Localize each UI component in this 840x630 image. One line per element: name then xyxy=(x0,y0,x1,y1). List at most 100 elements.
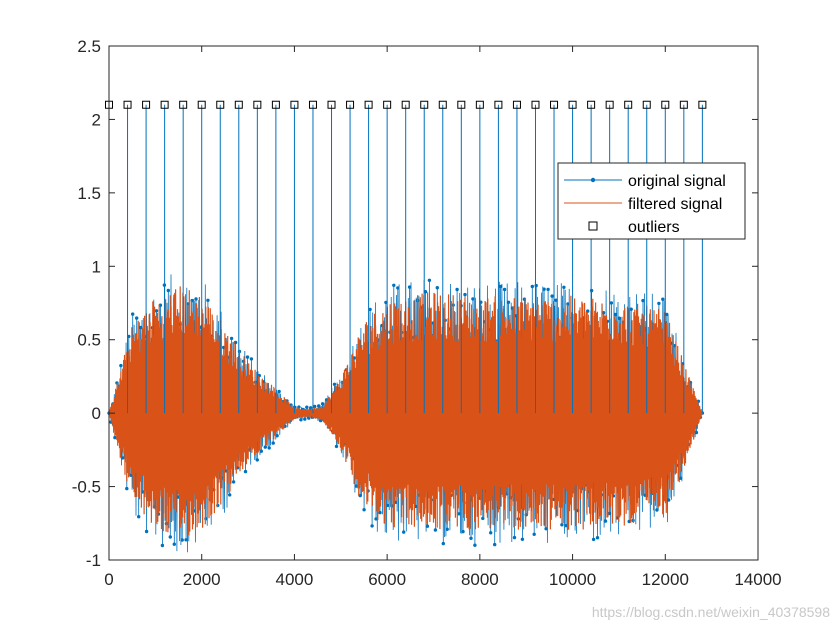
outlier-marker xyxy=(308,100,317,109)
original-signal-point xyxy=(542,287,546,291)
original-signal-point xyxy=(386,503,390,508)
x-tick-label: 8000 xyxy=(461,570,499,589)
original-signal-point xyxy=(457,512,461,516)
outlier-marker xyxy=(679,100,688,109)
legend-marker-outliers xyxy=(588,221,598,231)
original-signal-point xyxy=(271,441,275,445)
original-signal-point xyxy=(180,538,184,542)
original-signal-point xyxy=(245,355,250,359)
original-signal-point xyxy=(138,325,143,330)
outlier-marker xyxy=(234,100,243,109)
outlier-marker xyxy=(550,100,559,109)
original-signal-point xyxy=(641,298,645,303)
outlier-marker xyxy=(123,100,132,109)
axes-box xyxy=(108,45,759,561)
original-signal-point xyxy=(595,536,600,540)
original-signal-point xyxy=(493,542,497,547)
outlier-marker xyxy=(605,100,614,109)
original-signal-point xyxy=(358,493,362,498)
original-signal-point xyxy=(113,435,117,440)
original-signal-point xyxy=(489,531,493,535)
original-signal-point xyxy=(243,469,248,474)
original-signal-point xyxy=(678,476,683,480)
original-signal-point xyxy=(564,523,568,528)
original-signal-point xyxy=(275,434,279,438)
original-signal-point xyxy=(131,312,135,316)
original-signal-point xyxy=(445,527,449,531)
original-signal-point xyxy=(125,486,129,491)
legend-marker-original xyxy=(590,177,596,183)
outlier-marker xyxy=(346,100,355,109)
original-signal-point xyxy=(168,535,172,539)
outlier-marker xyxy=(494,100,503,109)
original-signal-point xyxy=(334,444,339,449)
original-signal-point xyxy=(172,542,176,546)
original-signal-point xyxy=(160,543,165,548)
original-signal-point xyxy=(121,456,125,460)
original-signal-point xyxy=(228,493,232,497)
original-signal-point xyxy=(473,543,477,547)
outlier-marker xyxy=(216,100,225,109)
original-signal-point xyxy=(562,285,566,289)
original-signal-point xyxy=(332,382,337,386)
original-signal-point xyxy=(532,532,536,536)
original-signal-point xyxy=(263,445,267,449)
outlier-marker xyxy=(364,100,373,109)
outlier-marker xyxy=(512,100,521,109)
outlier-marker xyxy=(438,100,447,109)
x-tick-label: 14000 xyxy=(734,570,781,589)
original-signal-point xyxy=(554,298,558,302)
x-tick-label: 0 xyxy=(104,570,113,589)
original-signal-point xyxy=(317,404,321,408)
original-signal-point xyxy=(299,418,303,422)
legend-label-original: original signal xyxy=(628,173,726,190)
original-signal-point xyxy=(667,498,671,502)
x-tick-label: 6000 xyxy=(368,570,406,589)
original-signal-point xyxy=(530,284,534,289)
outlier-marker xyxy=(290,100,299,109)
y-tick-label: 0.5 xyxy=(77,331,101,350)
original-signal-point xyxy=(550,294,554,298)
outlier-marker xyxy=(531,100,540,109)
original-signal-point xyxy=(661,297,665,301)
original-signal-point xyxy=(502,287,507,292)
y-tick-label: 1.5 xyxy=(77,184,101,203)
original-signal-point xyxy=(560,523,564,527)
original-signal-point xyxy=(154,309,159,313)
original-signal-point xyxy=(231,480,236,484)
y-tick-label: 1 xyxy=(92,257,101,276)
original-signal-point xyxy=(229,336,234,341)
original-signal-point xyxy=(498,284,503,289)
original-signal-point xyxy=(374,517,378,521)
axis-ticks: 0 2000 4000 6000 8000 10000 12000 14000 -1 -0.5 0 0… xyxy=(72,37,782,589)
outlier-marker xyxy=(661,100,670,109)
original-signal-point xyxy=(184,538,188,542)
outlier-marker xyxy=(197,100,206,109)
original-signal-point xyxy=(407,285,412,289)
original-signal-point xyxy=(305,405,309,409)
x-tick-label: 12000 xyxy=(642,570,689,589)
x-tick-label: 4000 xyxy=(276,570,314,589)
original-signal-point xyxy=(402,530,406,534)
y-tick-label: 2 xyxy=(92,110,101,129)
original-signal-point xyxy=(378,510,382,515)
outlier-marker xyxy=(624,100,633,109)
x-tick-label: 2000 xyxy=(183,570,221,589)
original-signal-point xyxy=(233,340,238,345)
y-tick-label: -1 xyxy=(86,551,101,570)
original-signal-point xyxy=(627,519,631,524)
original-signal-point xyxy=(370,524,374,528)
original-signal-point xyxy=(609,301,614,305)
outlier-marker xyxy=(587,100,596,109)
watermark: https://blog.csdn.net/weixin_40378598 xyxy=(591,604,830,620)
original-signal-point xyxy=(307,416,311,420)
original-signal-point xyxy=(463,292,467,297)
outlier-marker xyxy=(253,100,262,109)
original-signal-point xyxy=(603,519,608,523)
original-signal-point xyxy=(601,311,606,315)
original-signal-point xyxy=(362,508,366,512)
original-signal-point xyxy=(461,529,465,534)
original-signal-point xyxy=(657,301,661,306)
outlier-marker xyxy=(160,100,169,109)
outlier-marker xyxy=(142,100,151,109)
